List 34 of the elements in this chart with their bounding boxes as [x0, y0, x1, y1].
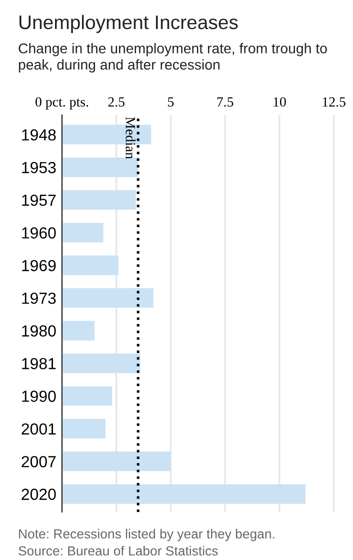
x-tick-label: 2.5 — [108, 97, 125, 107]
chart-subtitle: Change in the unemployment rate, from trough to peak, during and after recession — [18, 43, 327, 72]
bar — [62, 288, 154, 308]
bar — [62, 452, 171, 472]
y-tick-label: 1973 — [22, 292, 56, 304]
bar — [62, 320, 95, 340]
bar — [62, 222, 104, 242]
bar — [62, 354, 140, 374]
x-tick-label: 10 — [274, 97, 286, 107]
bar — [62, 418, 106, 438]
bar — [62, 484, 306, 504]
y-tick-label: 1969 — [22, 260, 56, 272]
x-tick-label: 0 pct. pts. — [36, 97, 88, 110]
bar — [62, 386, 112, 406]
x-tick-label: 12.5 — [322, 97, 346, 107]
x-tick-label: 7.5 — [217, 97, 234, 107]
chart-title: Unemployment Increases — [20, 14, 238, 34]
ref-line-label: Median — [126, 117, 136, 159]
y-tick-label: 1980 — [22, 325, 56, 337]
source-note: Source: Bureau of Labor Statistics — [18, 546, 218, 556]
y-tick-label: 1953 — [22, 162, 56, 174]
x-tick-label: 5 — [168, 97, 174, 107]
text: Note: Recessions listed by year they began. — [19, 528, 274, 542]
y-tick-label: 1948 — [22, 129, 56, 141]
bar — [62, 157, 138, 178]
y-tick-label: 1981 — [22, 358, 56, 370]
y-tick-label: 1990 — [22, 390, 56, 402]
y-tick-label: 2007 — [22, 456, 56, 468]
bar — [62, 256, 119, 276]
y-tick-label: 2001 — [22, 423, 56, 435]
y-tick-label: 1960 — [22, 227, 56, 239]
y-tick-label: 1957 — [22, 194, 56, 206]
y-tick-label: 2020 — [22, 488, 56, 500]
bar — [62, 190, 136, 210]
